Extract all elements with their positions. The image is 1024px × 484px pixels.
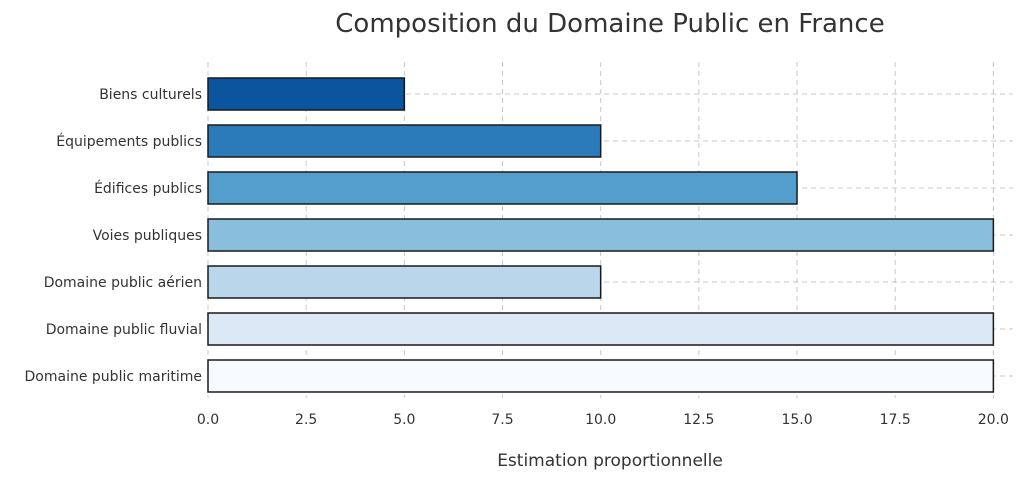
y-tick-label: Biens culturels bbox=[99, 87, 202, 103]
x-tick-label: 2.5 bbox=[295, 412, 317, 428]
y-tick-labels: Domaine public maritime Domaine public fl… bbox=[25, 87, 202, 385]
x-tick-label: 15.0 bbox=[781, 412, 812, 428]
x-tick-label: 12.5 bbox=[683, 412, 714, 428]
bar bbox=[207, 312, 995, 346]
x-tick-label: 17.5 bbox=[880, 412, 911, 428]
y-tick-label: Édifices publics bbox=[94, 180, 202, 197]
y-tick-label: Domaine public aérien bbox=[44, 275, 202, 291]
chart-title: Composition du Domaine Public en France bbox=[335, 9, 884, 39]
bar bbox=[207, 359, 995, 393]
y-tick-label: Équipements publics bbox=[56, 133, 202, 150]
x-tick-label: 0.0 bbox=[197, 412, 219, 428]
x-axis-label: Estimation proportionnelle bbox=[497, 451, 723, 471]
bar bbox=[207, 218, 995, 252]
y-tick-label: Domaine public maritime bbox=[25, 369, 202, 385]
bars bbox=[207, 77, 995, 393]
bar bbox=[207, 171, 798, 205]
bar bbox=[207, 265, 602, 299]
x-tick-labels: 0.0 2.5 5.0 7.5 10.0 12.5 15.0 17.5 20.0 bbox=[197, 412, 1009, 428]
x-tick-label: 5.0 bbox=[393, 412, 415, 428]
y-tick-label: Domaine public fluvial bbox=[46, 322, 202, 338]
x-tick-label: 20.0 bbox=[978, 412, 1009, 428]
y-tick-label: Voies publiques bbox=[93, 228, 202, 244]
x-tick-label: 7.5 bbox=[491, 412, 513, 428]
x-tick-label: 10.0 bbox=[585, 412, 616, 428]
bar bbox=[207, 77, 406, 111]
bar bbox=[207, 124, 602, 158]
